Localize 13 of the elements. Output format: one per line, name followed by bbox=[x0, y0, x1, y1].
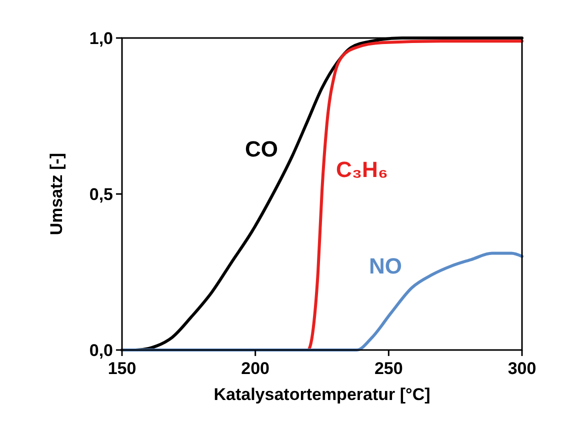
y-tick-label: 0,5 bbox=[89, 185, 113, 204]
series-label: C₃H₆ bbox=[336, 156, 388, 182]
x-tick-label: 300 bbox=[508, 359, 536, 378]
x-tick-label: 200 bbox=[241, 359, 270, 378]
series-label: NO bbox=[369, 254, 402, 279]
series-label: CO bbox=[245, 136, 278, 162]
x-axis-title: Katalysatortemperatur [°C] bbox=[214, 385, 430, 404]
line-series bbox=[120, 252, 524, 352]
x-tick-label: 250 bbox=[374, 359, 403, 378]
y-tick-label: 1,0 bbox=[89, 29, 113, 48]
x-tick-label: 150 bbox=[108, 359, 136, 378]
y-axis-title: Umsatz [-] bbox=[47, 152, 66, 236]
y-tick-label: 0,0 bbox=[89, 341, 113, 360]
